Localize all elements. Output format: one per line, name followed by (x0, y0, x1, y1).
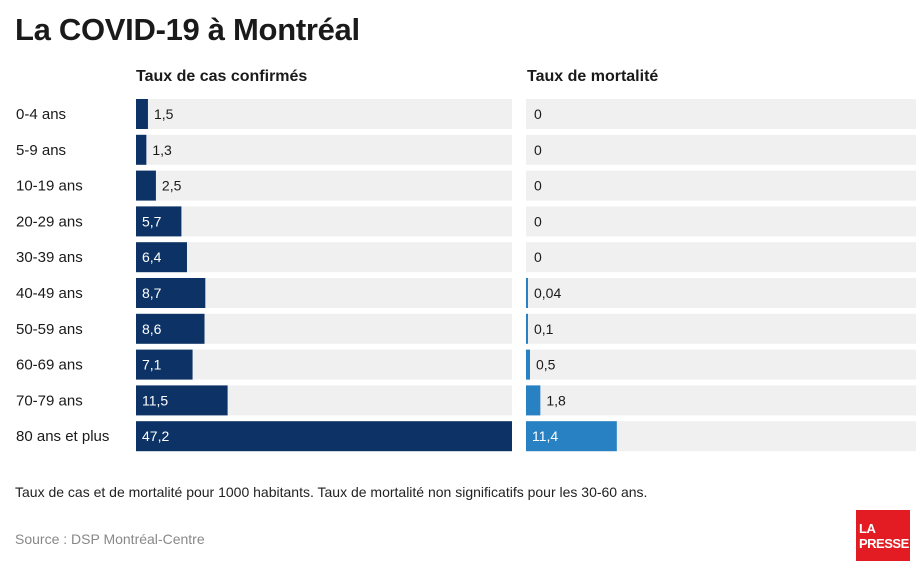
logo-line-1: LA (859, 520, 876, 536)
cases-column-header: Taux de cas confirmés (136, 68, 308, 85)
mortality-bar (526, 313, 528, 344)
la-presse-logo: LA PRESSE (856, 510, 910, 561)
mortality-value-label: 11,4 (532, 428, 558, 444)
mortality-track (526, 385, 916, 416)
mortality-track (526, 206, 916, 237)
cases-bar (136, 421, 512, 452)
mortality-value-label: 0 (534, 213, 542, 229)
cases-bar (136, 385, 228, 416)
cases-track (136, 99, 512, 129)
logo-line-2: PRESSE (859, 535, 909, 551)
mortality-column-header: Taux de mortalité (527, 68, 659, 85)
cases-value-label: 47,2 (142, 428, 169, 444)
category-label: 80 ans et plus (16, 428, 109, 445)
cases-bar (136, 206, 182, 237)
cases-bar (136, 134, 147, 165)
cases-value-label: 11,5 (142, 392, 168, 408)
cases-track (136, 242, 512, 273)
chart-title: La COVID-19 à Montréal (15, 12, 360, 47)
cases-bar (136, 170, 156, 201)
mortality-bar (526, 349, 530, 380)
mortality-value-label: 1,8 (546, 392, 566, 408)
category-label: 0-4 ans (16, 106, 66, 123)
footnote: Taux de cas et de mortalité pour 1000 ha… (15, 484, 648, 500)
mortality-track (526, 170, 916, 201)
category-label: 70-79 ans (16, 392, 83, 409)
mortality-value-label: 0 (534, 142, 542, 158)
cases-value-label: 2,5 (162, 178, 182, 194)
cases-bar (136, 242, 187, 273)
category-label: 10-19 ans (16, 178, 83, 195)
mortality-value-label: 0,04 (534, 285, 561, 301)
category-label: 20-29 ans (16, 213, 83, 230)
bar-chart: 0-4 ans 1,5 0 5-9 ans 1,3 0 10-19 ans 2,5 0 20-29… (16, 99, 916, 452)
cases-value-label: 1,5 (154, 106, 174, 122)
cases-track (136, 206, 512, 237)
mortality-value-label: 0,1 (534, 321, 554, 337)
mortality-track (526, 134, 916, 165)
mortality-track (526, 242, 916, 273)
cases-value-label: 8,7 (142, 285, 162, 301)
source-credit: Source : DSP Montréal-Centre (15, 531, 205, 547)
mortality-value-label: 0 (534, 178, 542, 194)
mortality-track (526, 349, 916, 380)
cases-value-label: 5,7 (142, 213, 162, 229)
cases-track (136, 134, 512, 165)
mortality-value-label: 0,5 (536, 357, 556, 373)
category-label: 30-39 ans (16, 249, 83, 266)
cases-track (136, 170, 512, 201)
cases-bar (136, 99, 148, 129)
mortality-track (526, 313, 916, 344)
cases-value-label: 6,4 (142, 249, 162, 265)
cases-track (136, 349, 512, 380)
cases-bar (136, 278, 206, 308)
mortality-bar (526, 385, 541, 416)
mortality-track (526, 99, 916, 129)
cases-value-label: 8,6 (142, 321, 162, 337)
cases-bar (136, 313, 205, 344)
category-label: 5-9 ans (16, 142, 66, 159)
cases-value-label: 1,3 (152, 142, 172, 158)
mortality-bar (526, 421, 617, 452)
mortality-bar (526, 278, 528, 308)
category-label: 60-69 ans (16, 357, 83, 374)
category-label: 40-49 ans (16, 285, 83, 302)
category-label: 50-59 ans (16, 321, 83, 338)
cases-bar (136, 349, 193, 380)
mortality-value-label: 0 (534, 249, 542, 265)
cases-value-label: 7,1 (142, 357, 162, 373)
mortality-track (526, 278, 916, 308)
mortality-value-label: 0 (534, 106, 542, 122)
